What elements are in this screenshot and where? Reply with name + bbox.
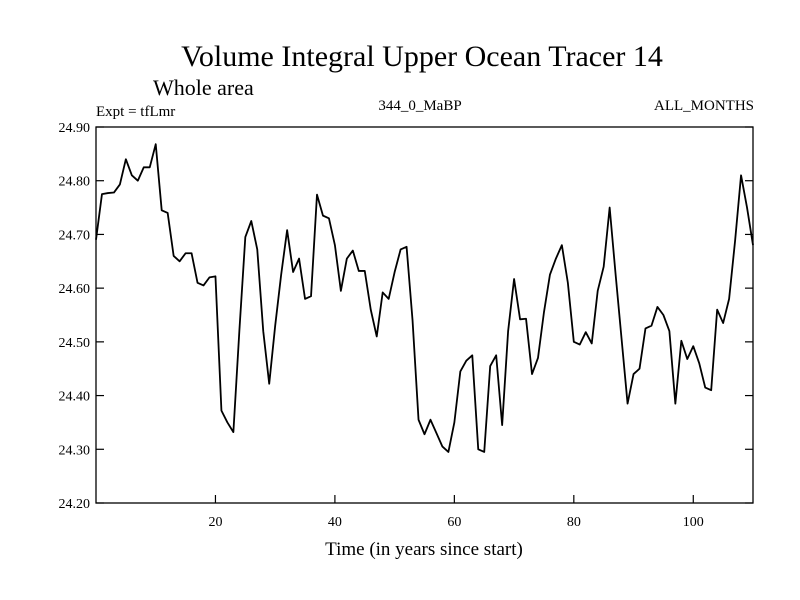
y-tick-label: 24.80 xyxy=(59,175,91,190)
x-axis-label: Time (in years since start) xyxy=(325,539,523,560)
y-tick-label: 24.20 xyxy=(59,497,91,512)
x-tick-label: 100 xyxy=(683,515,704,530)
y-tick-label: 24.90 xyxy=(59,121,91,136)
y-tick-label: 24.40 xyxy=(59,390,91,405)
series-line xyxy=(95,143,754,453)
chart-title: Volume Integral Upper Ocean Tracer 14 xyxy=(181,40,663,73)
center-label: 344_0_MaBP xyxy=(378,98,461,114)
y-tick-label: 24.60 xyxy=(59,282,91,297)
x-axis: 20 40 60 80 100 xyxy=(208,495,704,530)
y-tick-label: 24.50 xyxy=(59,336,91,351)
x-tick-label: 40 xyxy=(328,515,342,530)
expt-label: Expt = tfLmr xyxy=(96,104,175,120)
x-tick-label: 80 xyxy=(567,515,581,530)
x-tick-label: 60 xyxy=(447,515,461,530)
y-tick-label: 24.30 xyxy=(59,443,91,458)
chart-subtitle: Whole area xyxy=(153,75,254,100)
y-tick-label: 24.70 xyxy=(59,228,91,243)
plot-frame xyxy=(95,126,754,504)
x-tick-label: 20 xyxy=(208,515,222,530)
right-label: ALL_MONTHS xyxy=(654,98,754,114)
y-axis: 24.20 24.30 24.40 24.50 24.60 24.70 24.80 24.90 xyxy=(59,121,753,512)
